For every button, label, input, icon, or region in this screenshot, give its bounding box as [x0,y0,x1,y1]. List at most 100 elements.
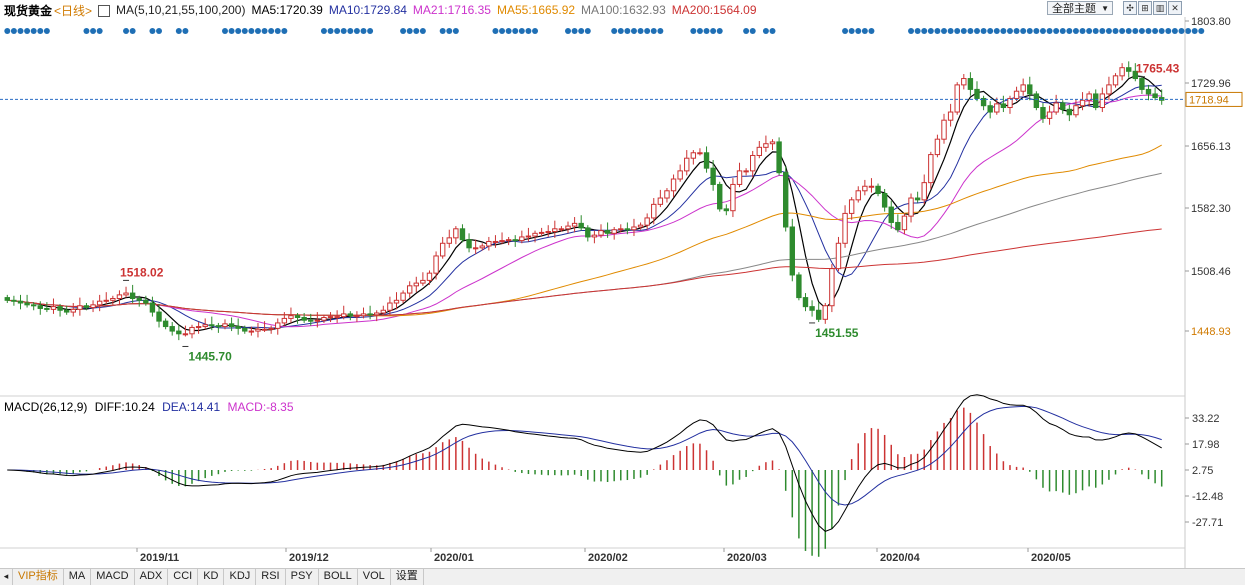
candle-body [360,313,367,317]
candle-body [255,328,261,332]
candle-body [400,292,406,301]
candle-body [624,228,631,231]
candle-body [1126,67,1132,72]
instrument-name: 现货黄金 [4,3,53,18]
candle-body [928,154,934,184]
close-icon[interactable]: ✕ [1168,1,1182,15]
candle-body [1027,84,1033,95]
candle-body [486,240,492,247]
indicator-tab[interactable]: KDJ [224,569,257,585]
signal-dot [1033,28,1040,34]
indicator-tab[interactable]: VIP指标 [13,569,64,585]
candle-body [980,97,987,107]
signal-dot [24,28,31,34]
current-price-box [1185,91,1243,107]
tabs-left-arrow-icon[interactable]: ◂ [0,569,13,585]
candle-body [1053,102,1059,113]
candle-body [618,228,624,231]
price-tick-label: 1729.96 [1191,78,1231,90]
annotation-label: 1451.55 [815,326,859,340]
candle-body [242,327,248,332]
candle-body [769,141,776,145]
signal-dot [743,28,750,34]
ma-settings-icon[interactable] [98,5,111,17]
macd-dea-line [7,405,1162,506]
signal-dot [123,28,130,34]
indicator-tab[interactable]: PSY [286,569,319,585]
signal-dot [268,28,275,34]
candle-body [57,306,63,311]
candle-body [954,84,960,113]
zoom-fit-icon[interactable]: ⊞ [1138,1,1152,15]
theme-dropdown[interactable]: 全部主题 [1047,1,1113,16]
time-tick-label: 2019/12 [289,552,329,564]
period-selector[interactable]: <日线> [54,3,93,18]
indicator-tab[interactable]: MACD [91,569,135,585]
candle-body [967,78,974,90]
candle-body [657,197,664,205]
indicator-tab[interactable]: MA [64,569,92,585]
signal-dot [908,28,915,34]
signal-dot [1020,28,1027,34]
candle-body [578,222,584,229]
signal-dot [690,28,697,34]
crosshair-icon[interactable]: ✣ [1123,1,1137,15]
candle-body [1046,111,1053,119]
candle-body [136,297,142,301]
candle-body [347,313,354,317]
signal-dot [96,28,103,34]
layout-icon[interactable]: ▥ [1153,1,1167,15]
candle-body [552,228,558,233]
candle-body [261,328,268,331]
candle-body [96,300,103,306]
indicator-tab[interactable]: BOLL [319,569,358,585]
indicator-tab[interactable]: RSI [256,569,286,585]
candle-body [710,167,716,185]
candle-body [387,302,393,311]
signal-dot [987,28,994,34]
indicator-tab[interactable]: CCI [168,569,199,585]
signal-dot [37,28,44,34]
candle-body [1073,105,1079,116]
candle-body [63,309,70,313]
signal-dot [1198,28,1205,34]
candle-body [321,317,327,321]
candle-body [987,105,993,113]
indicator-tab[interactable]: VOL [358,569,391,585]
indicator-tab[interactable]: 设置 [391,569,424,585]
indicator-tab[interactable]: ADX [135,569,169,585]
signal-dot [973,28,980,34]
macd-label: MACD(26,12,9) [4,400,88,414]
annotation-label: 1765.43 [1136,62,1180,76]
candle-body [50,306,57,310]
signal-dot [696,28,703,34]
candle-body [598,230,604,236]
chart-header: 现货黄金 <日线> MA(5,10,21,55,100,200) MA5:172… [4,2,763,18]
candle-body [1033,93,1040,109]
signal-dot [452,28,459,34]
candle-body [815,309,822,320]
signal-dot [340,28,347,34]
candle-body [228,323,235,328]
candle-body [571,222,578,227]
signal-dot [960,28,967,34]
signal-dot [1138,28,1145,34]
candle-body [77,305,83,310]
candle-body [189,326,195,335]
signal-dot [439,28,446,34]
signal-dot [980,28,987,34]
macd-dea: DEA:14.41 [162,400,221,414]
candle-body [301,317,307,321]
candle-body [1007,97,1013,109]
candle-body [829,268,835,307]
candle-body [37,305,43,309]
signal-dot [1171,28,1178,34]
indicator-tab[interactable]: KD [198,569,225,585]
signal-dot [17,28,24,34]
candle-body [730,183,736,212]
signal-dot [921,28,928,34]
candle-body [822,305,828,320]
candle-body [637,224,644,228]
candle-body [565,225,571,230]
